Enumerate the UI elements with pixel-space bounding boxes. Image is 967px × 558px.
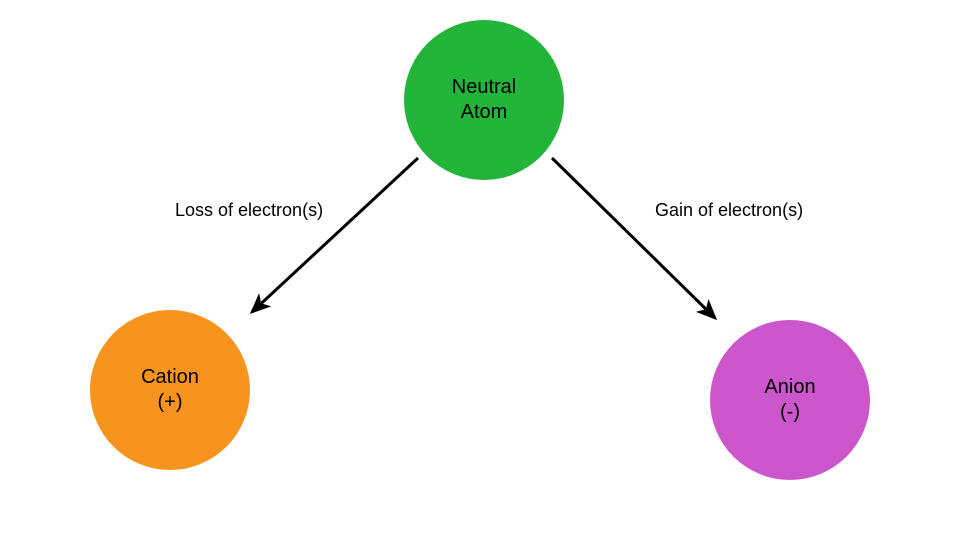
node-cation-line2: (+) (158, 390, 183, 415)
node-anion: Anion (-) (710, 320, 870, 480)
node-neutral-line2: Atom (461, 100, 508, 125)
node-cation-line1: Cation (141, 365, 199, 390)
edge-label-gain: Gain of electron(s) (655, 200, 803, 221)
node-anion-line1: Anion (764, 375, 815, 400)
edge-gain (552, 158, 715, 318)
node-cation: Cation (+) (90, 310, 250, 470)
node-anion-line2: (-) (780, 400, 800, 425)
node-neutral-line1: Neutral (452, 75, 516, 100)
edge-label-loss: Loss of electron(s) (175, 200, 323, 221)
edge-loss (252, 158, 418, 312)
node-neutral-atom: Neutral Atom (404, 20, 564, 180)
